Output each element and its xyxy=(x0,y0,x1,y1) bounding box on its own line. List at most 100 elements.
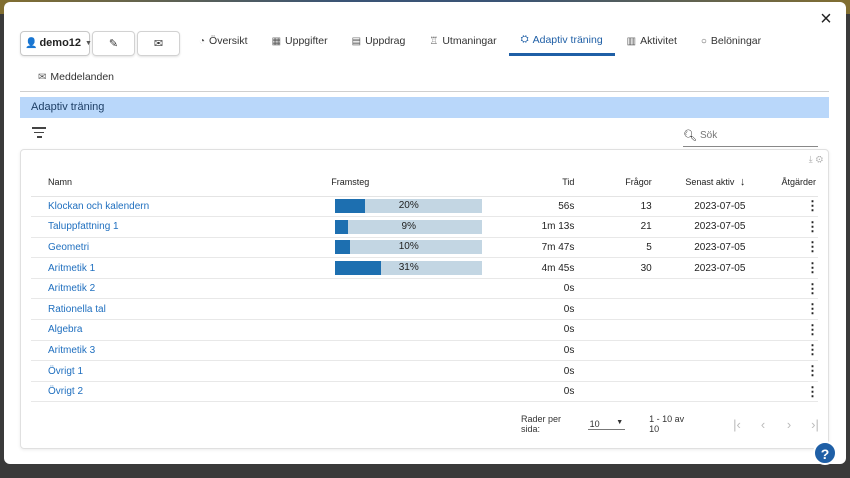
tab-översikt[interactable]: ◔ Översikt xyxy=(187,26,260,56)
row-last-active: 2023-07-05 xyxy=(651,257,754,279)
message-button[interactable]: ✉ xyxy=(137,30,180,56)
more-vert-icon[interactable]: ⋮ xyxy=(806,321,819,337)
row-questions xyxy=(574,381,652,403)
row-actions-cell: ⋮ xyxy=(753,340,819,362)
row-progress-cell: 9% xyxy=(301,216,483,238)
row-name-link[interactable]: Geometri xyxy=(31,237,302,259)
tab-aktivitet[interactable]: ▥ Aktivitet xyxy=(615,26,689,56)
progress-fill xyxy=(335,240,350,255)
more-vert-icon[interactable]: ⋮ xyxy=(806,280,819,296)
gear-icon[interactable]: ⚙ xyxy=(815,154,826,164)
tab-uppgifter[interactable]: ▦ Uppgifter xyxy=(260,26,340,56)
tab-label: Uppgifter xyxy=(285,35,328,47)
row-last-active: 2023-07-05 xyxy=(651,216,754,238)
tab-label: Meddelanden xyxy=(50,71,115,83)
row-progress-cell: 20% xyxy=(301,196,483,218)
page-nav: |‹ ‹ › ›| xyxy=(724,417,828,432)
row-actions-cell: ⋮ xyxy=(753,196,819,218)
table-row: Aritmetik 3 0s ⋮ xyxy=(31,340,819,362)
section-title: Adaptiv träning xyxy=(20,97,829,118)
row-actions-cell: ⋮ xyxy=(753,278,819,300)
row-progress-cell: 31% xyxy=(301,257,483,279)
row-name-link[interactable]: Rationella tal xyxy=(31,298,302,321)
row-actions-cell: ⋮ xyxy=(753,360,819,382)
tab-uppdrag[interactable]: ▤ Uppdrag xyxy=(340,26,418,56)
user-select[interactable]: 👤 demo12 ▼ xyxy=(20,30,92,56)
tab-bar: ◔ Översikt ▦ Uppgifter ▤ Uppdrag ♖ Utmaningar ⛭ A… xyxy=(187,26,773,58)
table-row: Aritmetik 2 0s ⋮ xyxy=(31,278,819,300)
download-icon[interactable]: ⤓ xyxy=(808,154,816,164)
tab-label: Adaptiv träning xyxy=(532,33,603,46)
row-progress-cell xyxy=(301,298,483,321)
more-vert-icon[interactable]: ⋮ xyxy=(806,198,819,214)
search-field[interactable]: 🔍︎ xyxy=(683,125,818,147)
tab-utmaningar[interactable]: ♖ Utmaningar xyxy=(417,26,508,56)
col-header-last-active[interactable]: Senast aktiv ↓ xyxy=(651,168,754,197)
progress-label: 20% xyxy=(398,200,419,212)
more-vert-icon[interactable]: ⋮ xyxy=(806,342,819,358)
pencil-icon: ✎ xyxy=(108,37,119,50)
more-vert-icon[interactable]: ⋮ xyxy=(806,363,819,379)
tab-label: Utmaningar xyxy=(442,35,497,47)
row-actions-cell: ⋮ xyxy=(753,381,819,403)
row-time: 0s xyxy=(482,278,575,300)
row-questions xyxy=(574,319,652,341)
row-name-link[interactable]: Aritmetik 1 xyxy=(31,257,302,279)
progress-fill xyxy=(335,219,349,234)
rows-per-page-value: 10 xyxy=(589,418,600,429)
close-icon[interactable]: × xyxy=(820,8,832,30)
more-vert-icon[interactable]: ⋮ xyxy=(806,239,819,255)
more-vert-icon[interactable]: ⋮ xyxy=(806,301,819,317)
row-name-link[interactable]: Taluppfattning 1 xyxy=(31,216,302,238)
row-last-active: 2023-07-05 xyxy=(651,196,754,218)
tab-belöningar[interactable]: ○ Belöningar xyxy=(689,26,773,56)
row-time: 0s xyxy=(482,360,575,382)
last-page-icon[interactable]: ›| xyxy=(811,416,819,432)
pagination: Rader per sida: 10 ▼ 1 - 10 av 10 |‹ ‹ ›… xyxy=(521,414,828,434)
table-row: Algebra 0s ⋮ xyxy=(31,319,819,341)
col-header-questions[interactable]: Frågor xyxy=(574,168,652,197)
row-questions xyxy=(574,340,652,362)
row-time: 0s xyxy=(482,381,575,403)
progress-fill xyxy=(335,261,381,276)
tab-label: Uppdrag xyxy=(365,35,406,47)
row-name-link[interactable]: Övrigt 1 xyxy=(31,360,302,382)
more-vert-icon[interactable]: ⋮ xyxy=(806,218,819,234)
table-row: Aritmetik 1 31% 4m 45s 30 2023-07-05 ⋮ xyxy=(31,257,819,279)
more-vert-icon[interactable]: ⋮ xyxy=(806,260,819,276)
rows-per-page-select[interactable]: 10 ▼ xyxy=(587,418,626,430)
edit-button[interactable]: ✎ xyxy=(92,30,135,56)
brain-icon: ⛭ xyxy=(520,34,529,45)
envelope-icon: ✉ xyxy=(38,71,47,83)
table-row: Geometri 10% 7m 47s 5 2023-07-05 ⋮ xyxy=(31,237,819,259)
student-modal: × 👤 demo12 ▼ ✎ ✉ ◔ Översikt ▦ Uppgifter ▤ Upp… xyxy=(4,2,846,464)
filter-icon[interactable] xyxy=(32,127,46,139)
help-button[interactable]: ? xyxy=(813,441,837,465)
tab-meddelanden[interactable]: ✉ Meddelanden xyxy=(26,62,126,92)
first-page-icon[interactable]: |‹ xyxy=(733,416,741,432)
table-row: Övrigt 1 0s ⋮ xyxy=(31,360,819,382)
more-vert-icon[interactable]: ⋮ xyxy=(806,383,819,399)
next-page-icon[interactable]: › xyxy=(786,416,792,432)
col-header-time[interactable]: Tid xyxy=(482,168,575,197)
progress-bar: 9% xyxy=(335,219,483,234)
row-progress-cell xyxy=(301,319,483,341)
gauge-icon: ◔ xyxy=(199,35,206,47)
row-progress-cell xyxy=(301,278,483,300)
col-header-name[interactable]: Namn xyxy=(31,168,302,197)
row-name-link[interactable]: Övrigt 2 xyxy=(31,381,302,403)
row-name-link[interactable]: Algebra xyxy=(31,319,302,341)
row-name-link[interactable]: Aritmetik 2 xyxy=(31,278,302,300)
search-input[interactable] xyxy=(699,130,810,141)
tab-adaptiv-träning[interactable]: ⛭ Adaptiv träning xyxy=(508,26,615,56)
col-header-progress[interactable]: Framsteg xyxy=(301,168,483,197)
card-tools: ⤓⚙ xyxy=(809,154,826,165)
table-row: Övrigt 2 0s ⋮ xyxy=(31,381,819,403)
row-name-link[interactable]: Klockan och kalendern xyxy=(31,196,302,218)
prev-page-icon[interactable]: ‹ xyxy=(760,416,766,432)
row-last-active xyxy=(651,360,754,382)
rows-per-page-label: Rader per sida: xyxy=(521,414,562,434)
row-name-link[interactable]: Aritmetik 3 xyxy=(31,340,302,362)
row-progress-cell xyxy=(301,381,483,403)
row-time: 56s xyxy=(482,196,575,218)
